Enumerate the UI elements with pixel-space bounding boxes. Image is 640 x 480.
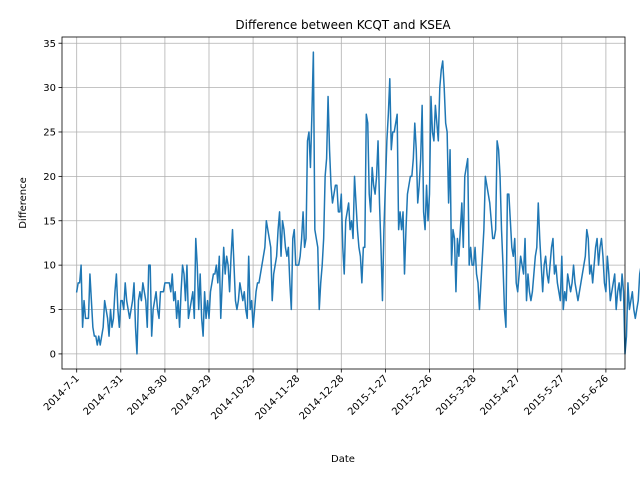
x-tick-label: 2014-12-28 — [298, 373, 347, 422]
x-axis-title: Date — [331, 454, 355, 465]
data-series — [75, 51, 640, 355]
y-tick-label: 0 — [50, 350, 56, 361]
x-tick-label: 2014-7-1 — [42, 373, 82, 413]
y-tick-label: 30 — [43, 83, 56, 94]
x-tick-label: 2015-4-27 — [478, 373, 522, 417]
y-tick-label: 15 — [43, 216, 56, 227]
x-tick-label: 2015-1-27 — [346, 373, 390, 417]
y-tick-label: 25 — [43, 128, 56, 139]
series-line — [75, 51, 640, 355]
y-tick-label: 20 — [43, 172, 56, 183]
y-tick-label: 10 — [43, 261, 56, 272]
x-tick-label: 2015-3-28 — [434, 373, 478, 417]
x-tick-label: 2014-8-30 — [126, 373, 170, 417]
x-tick-label: 2015-6-26 — [567, 373, 611, 417]
grid — [62, 37, 625, 369]
y-axis-title: Difference — [18, 177, 29, 229]
x-tick-label: 2014-9-29 — [170, 373, 214, 417]
x-tick-label: 2015-2-26 — [390, 373, 434, 417]
x-axis: 2014-7-1 2014-7-31 2014-8-30 2014-9-292014-… — [42, 369, 611, 422]
x-tick-label: 2015-5-27 — [523, 373, 567, 417]
plot-frame — [61, 36, 626, 370]
x-tick-label: 2014-7-31 — [82, 373, 126, 417]
y-tick-label: 5 — [50, 305, 56, 316]
x-tick-label: 2014-10-29 — [209, 373, 258, 422]
y-tick-label: 35 — [43, 39, 56, 50]
chart-title: Difference between KCQT and KSEA — [235, 18, 451, 32]
x-tick-label: 2014-11-28 — [253, 373, 302, 422]
y-axis: 0 5 10 15 20 25 30 35 — [43, 39, 62, 361]
